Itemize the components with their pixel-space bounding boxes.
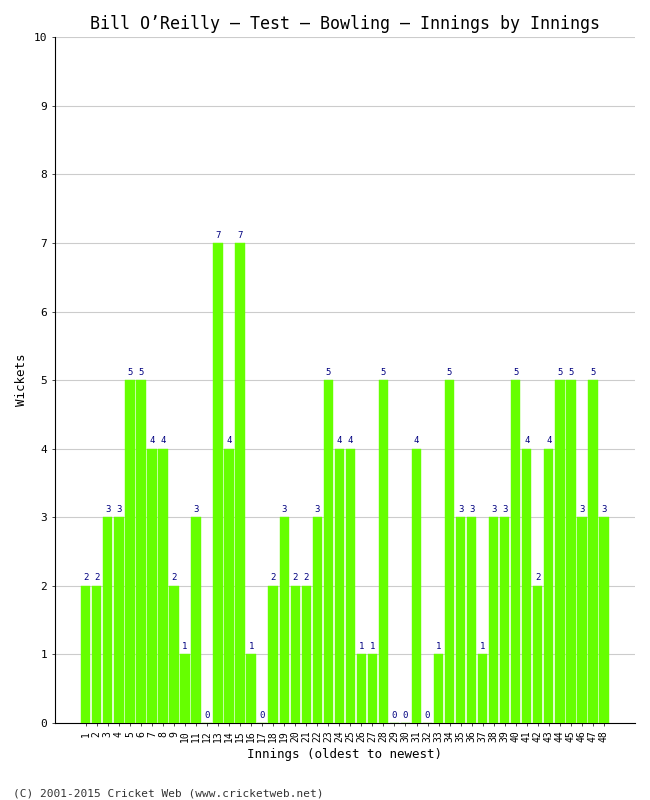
Text: 3: 3	[502, 505, 508, 514]
Bar	[313, 518, 322, 723]
Bar	[522, 449, 532, 723]
Bar	[136, 380, 146, 723]
Text: 4: 4	[414, 436, 419, 446]
Text: 7: 7	[215, 230, 221, 240]
Bar	[324, 380, 333, 723]
Text: 4: 4	[337, 436, 342, 446]
Bar	[511, 380, 521, 723]
Bar	[81, 586, 90, 723]
Text: 1: 1	[480, 642, 486, 651]
Text: 2: 2	[83, 574, 88, 582]
X-axis label: Innings (oldest to newest): Innings (oldest to newest)	[248, 748, 443, 761]
Bar	[434, 654, 443, 723]
Bar	[235, 243, 245, 723]
Text: 1: 1	[436, 642, 441, 651]
Text: 0: 0	[403, 710, 408, 720]
Text: 2: 2	[270, 574, 276, 582]
Bar	[346, 449, 355, 723]
Text: 3: 3	[579, 505, 584, 514]
Bar	[268, 586, 278, 723]
Bar	[92, 586, 101, 723]
Text: 3: 3	[601, 505, 606, 514]
Bar	[147, 449, 157, 723]
Bar	[599, 518, 608, 723]
Bar	[467, 518, 476, 723]
Text: 3: 3	[315, 505, 320, 514]
Bar	[114, 518, 124, 723]
Bar	[169, 586, 179, 723]
Text: 2: 2	[535, 574, 540, 582]
Text: 1: 1	[248, 642, 254, 651]
Text: 5: 5	[513, 368, 519, 377]
Text: 0: 0	[392, 710, 397, 720]
Text: 5: 5	[326, 368, 331, 377]
Bar	[478, 654, 488, 723]
Text: 0: 0	[425, 710, 430, 720]
Bar	[158, 449, 168, 723]
Bar	[577, 518, 586, 723]
Text: 2: 2	[304, 574, 309, 582]
Text: 3: 3	[105, 505, 110, 514]
Text: 5: 5	[557, 368, 562, 377]
Bar	[368, 654, 377, 723]
Bar	[125, 380, 135, 723]
Text: 4: 4	[546, 436, 551, 446]
Bar	[224, 449, 234, 723]
Text: 3: 3	[491, 505, 497, 514]
Text: 3: 3	[116, 505, 122, 514]
Bar	[191, 518, 201, 723]
Bar	[103, 518, 112, 723]
Text: 2: 2	[171, 574, 177, 582]
Bar	[412, 449, 421, 723]
Text: (C) 2001-2015 Cricket Web (www.cricketweb.net): (C) 2001-2015 Cricket Web (www.cricketwe…	[13, 788, 324, 798]
Bar	[291, 586, 300, 723]
Y-axis label: Wickets: Wickets	[15, 354, 28, 406]
Bar	[280, 518, 289, 723]
Text: 3: 3	[469, 505, 474, 514]
Text: 5: 5	[447, 368, 452, 377]
Text: 1: 1	[359, 642, 364, 651]
Bar	[379, 380, 388, 723]
Bar	[533, 586, 543, 723]
Text: 0: 0	[204, 710, 210, 720]
Bar	[302, 586, 311, 723]
Text: 4: 4	[348, 436, 353, 446]
Bar	[588, 380, 597, 723]
Bar	[357, 654, 366, 723]
Bar	[335, 449, 344, 723]
Text: 4: 4	[226, 436, 232, 446]
Title: Bill O’Reilly – Test – Bowling – Innings by Innings: Bill O’Reilly – Test – Bowling – Innings…	[90, 15, 600, 33]
Text: 2: 2	[292, 574, 298, 582]
Text: 4: 4	[150, 436, 155, 446]
Text: 3: 3	[458, 505, 463, 514]
Bar	[456, 518, 465, 723]
Bar	[246, 654, 256, 723]
Text: 5: 5	[138, 368, 144, 377]
Bar	[180, 654, 190, 723]
Text: 3: 3	[281, 505, 287, 514]
Bar	[555, 380, 564, 723]
Bar	[544, 449, 554, 723]
Text: 1: 1	[182, 642, 188, 651]
Text: 3: 3	[193, 505, 199, 514]
Text: 1: 1	[370, 642, 375, 651]
Bar	[566, 380, 575, 723]
Text: 5: 5	[381, 368, 386, 377]
Text: 0: 0	[259, 710, 265, 720]
Text: 7: 7	[237, 230, 243, 240]
Bar	[445, 380, 454, 723]
Bar	[489, 518, 499, 723]
Text: 4: 4	[524, 436, 530, 446]
Text: 5: 5	[127, 368, 133, 377]
Text: 4: 4	[161, 436, 166, 446]
Text: 5: 5	[568, 368, 573, 377]
Bar	[213, 243, 223, 723]
Text: 2: 2	[94, 574, 99, 582]
Bar	[500, 518, 510, 723]
Text: 5: 5	[590, 368, 595, 377]
